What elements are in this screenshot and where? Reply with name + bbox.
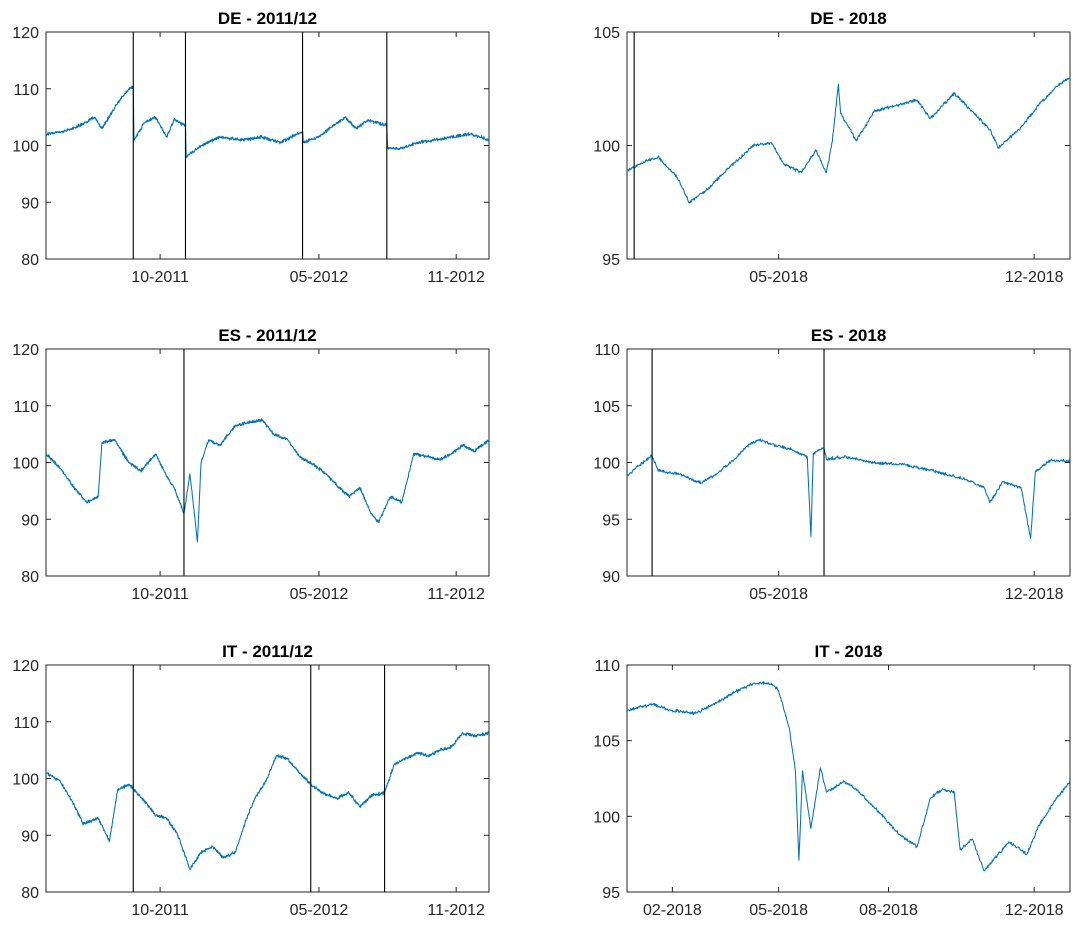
subplot-title: DE - 2018 [810, 9, 887, 28]
subplot-6: IT - 2018 95 100 105 110 02-2018 05-2018 08-201… [593, 642, 1071, 919]
y-tick-label: 120 [12, 658, 39, 675]
y-tick-label: 110 [594, 658, 620, 675]
series-line [45, 731, 490, 871]
series-line [626, 681, 1071, 872]
y-tick-label: 105 [593, 734, 620, 751]
y-tick-label: 100 [593, 139, 620, 156]
axes-frame [626, 348, 1071, 577]
y-tick-label: 90 [21, 828, 39, 845]
y-tick-label: 95 [602, 885, 620, 902]
y-tick-label: 110 [13, 715, 39, 732]
y-tick-label: 100 [593, 456, 620, 473]
y-tick-label: 100 [12, 772, 39, 789]
series-line [45, 418, 490, 543]
x-tick-label: 12-2018 [1005, 586, 1064, 603]
y-tick-label: 100 [593, 809, 620, 826]
y-tick-label: 80 [21, 252, 39, 269]
subplot-1: DE - 2011/12 80 90 100 110 120 10-2011 05-2012 1… [12, 9, 490, 286]
y-tick-label: 90 [21, 512, 39, 529]
series-line [45, 85, 490, 159]
x-tick-label: 10-2011 [131, 902, 189, 919]
y-tick-label: 105 [593, 399, 620, 416]
x-tick-label: 11-2012 [427, 902, 485, 919]
x-tick-label: 05-2012 [290, 269, 349, 286]
x-tick-label: 12-2018 [1005, 269, 1064, 286]
x-tick-label: 05-2012 [290, 902, 349, 919]
y-tick-label: 110 [13, 82, 39, 99]
y-tick-label: 120 [12, 342, 39, 359]
x-tick-label: 11-2012 [427, 586, 485, 603]
y-tick-label: 80 [21, 569, 39, 586]
x-tick-label: 05-2018 [749, 586, 808, 603]
x-tick-label: 05-2012 [290, 586, 349, 603]
x-tick-label: 05-2018 [749, 269, 808, 286]
y-tick-label: 95 [602, 252, 620, 269]
subplot-title: DE - 2011/12 [218, 9, 317, 28]
y-tick-label: 110 [13, 399, 39, 416]
y-tick-label: 100 [12, 456, 39, 473]
axes-frame [626, 31, 1071, 260]
series-line [626, 77, 1071, 204]
x-tick-label: 11-2012 [427, 269, 485, 286]
x-tick-label: 05-2018 [749, 902, 808, 919]
y-tick-label: 95 [602, 512, 620, 529]
subplot-title: IT - 2011/12 [222, 642, 313, 661]
subplot-title: ES - 2018 [811, 326, 887, 345]
x-tick-label: 10-2011 [131, 586, 189, 603]
subplot-2: DE - 2018 95 100 105 05-2018 12-2018 [593, 9, 1071, 286]
subplot-3: ES - 2011/12 80 90 100 110 120 10-2011 05-2012 1… [12, 326, 490, 603]
y-tick-label: 105 [593, 25, 620, 42]
x-tick-label: 10-2011 [131, 269, 189, 286]
x-tick-label: 02-2018 [643, 902, 702, 919]
axes-frame [626, 664, 1071, 893]
subplot-title: IT - 2018 [814, 642, 882, 661]
subplot-title: ES - 2011/12 [218, 326, 316, 345]
y-tick-label: 90 [602, 569, 620, 586]
axes-frame [45, 31, 490, 260]
y-tick-label: 100 [12, 139, 39, 156]
y-tick-label: 90 [21, 195, 39, 212]
y-tick-label: 120 [12, 25, 39, 42]
axes-frame [45, 348, 490, 577]
y-tick-label: 80 [21, 885, 39, 902]
y-tick-label: 110 [594, 342, 620, 359]
x-tick-label: 08-2018 [859, 902, 918, 919]
subplot-4: ES - 2018 90 95 100 105 110 05-2018 12-2018 [593, 326, 1071, 603]
subplot-5: IT - 2011/12 80 90 100 110 120 10-2011 05-2012 1… [12, 642, 490, 919]
x-tick-label: 12-2018 [1005, 902, 1064, 919]
series-line [626, 438, 1071, 540]
